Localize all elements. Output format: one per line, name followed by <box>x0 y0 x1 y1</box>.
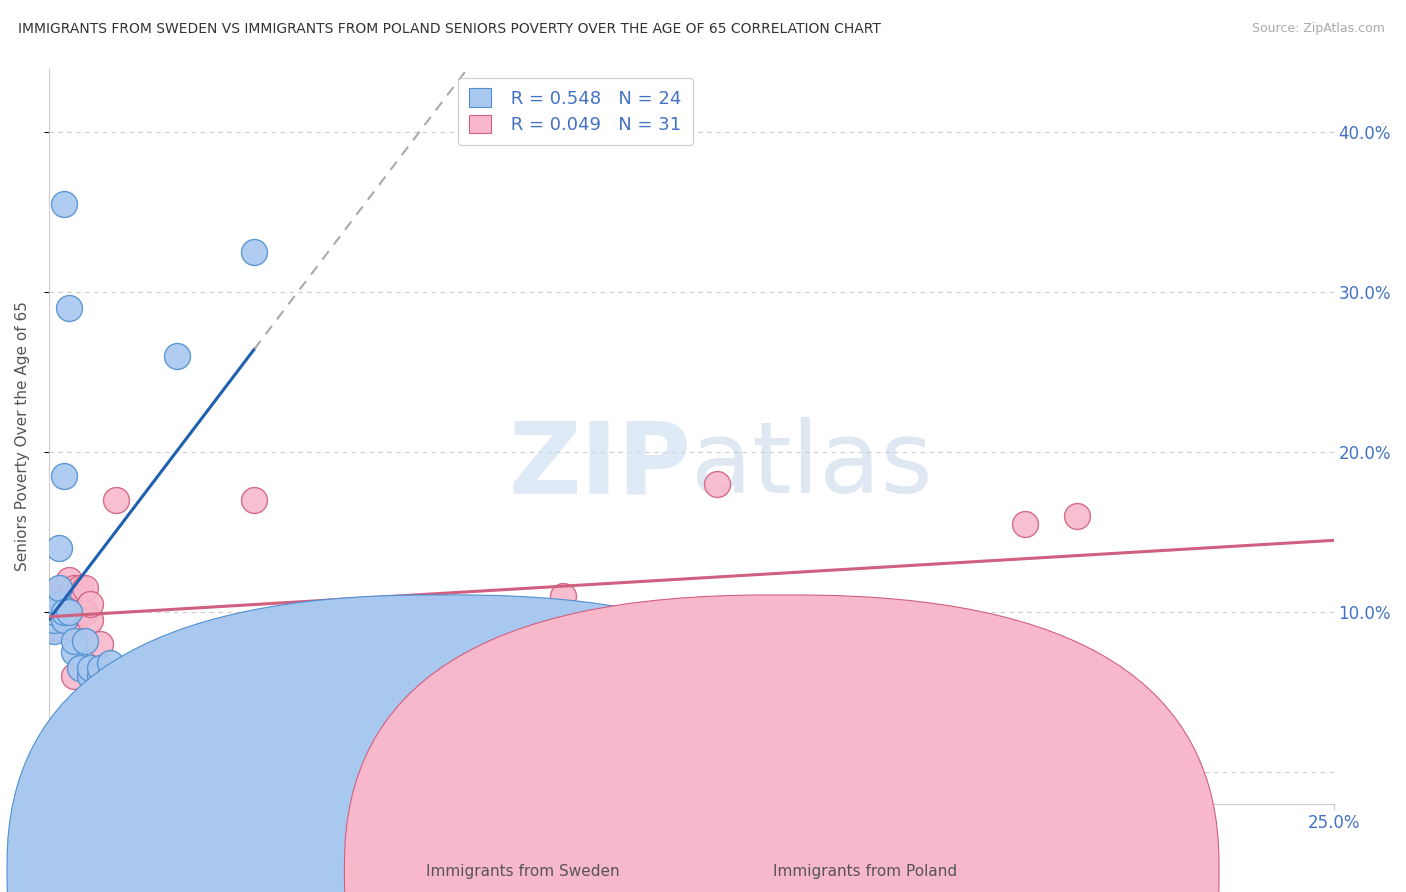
Point <box>53 613 76 627</box>
Point <box>706 477 728 491</box>
Point <box>42 613 65 627</box>
Point <box>166 661 188 675</box>
Point <box>141 669 163 683</box>
Point <box>89 669 111 683</box>
Point <box>243 245 266 260</box>
Point <box>1066 509 1088 524</box>
Point <box>63 581 86 595</box>
Point <box>79 661 101 675</box>
Point <box>79 613 101 627</box>
Legend:  R = 0.548   N = 24,  R = 0.049   N = 31: R = 0.548 N = 24, R = 0.049 N = 31 <box>458 78 693 145</box>
Point <box>42 624 65 639</box>
Point <box>79 669 101 683</box>
Point <box>53 581 76 595</box>
Text: IMMIGRANTS FROM SWEDEN VS IMMIGRANTS FROM POLAND SENIORS POVERTY OVER THE AGE OF: IMMIGRANTS FROM SWEDEN VS IMMIGRANTS FRO… <box>18 22 882 37</box>
Text: atlas: atlas <box>692 417 932 514</box>
Point <box>48 621 70 635</box>
Point <box>551 589 574 603</box>
Point <box>89 637 111 651</box>
Point <box>48 605 70 619</box>
Text: ZIP: ZIP <box>509 417 692 514</box>
Point <box>53 605 76 619</box>
Point <box>398 621 420 635</box>
Point <box>346 669 368 683</box>
Point <box>63 634 86 648</box>
Point <box>63 669 86 683</box>
Point <box>860 613 883 627</box>
Text: Source: ZipAtlas.com: Source: ZipAtlas.com <box>1251 22 1385 36</box>
Point <box>58 573 80 587</box>
Point <box>100 669 122 683</box>
Point <box>58 613 80 627</box>
Point <box>166 349 188 363</box>
Point <box>63 621 86 635</box>
Point <box>73 581 96 595</box>
Point <box>58 301 80 316</box>
Text: Immigrants from Sweden: Immigrants from Sweden <box>426 864 620 879</box>
Point <box>48 597 70 611</box>
Point <box>48 581 70 595</box>
Point <box>1014 517 1036 532</box>
Point <box>53 469 76 483</box>
Point <box>89 661 111 675</box>
Text: Immigrants from Poland: Immigrants from Poland <box>773 864 956 879</box>
Point <box>42 621 65 635</box>
Point <box>42 589 65 603</box>
Point <box>104 493 127 508</box>
Point <box>100 657 122 671</box>
Point <box>42 605 65 619</box>
Point <box>58 605 80 619</box>
Point <box>48 541 70 556</box>
Point <box>63 645 86 659</box>
Point <box>654 629 676 643</box>
Point <box>501 653 523 667</box>
Y-axis label: Seniors Poverty Over the Age of 65: Seniors Poverty Over the Age of 65 <box>15 301 30 571</box>
Point <box>73 634 96 648</box>
Point <box>69 581 91 595</box>
Point <box>73 605 96 619</box>
Point <box>53 197 76 211</box>
Point <box>69 661 91 675</box>
Point <box>79 597 101 611</box>
Point <box>53 613 76 627</box>
Point <box>243 493 266 508</box>
Point <box>69 605 91 619</box>
